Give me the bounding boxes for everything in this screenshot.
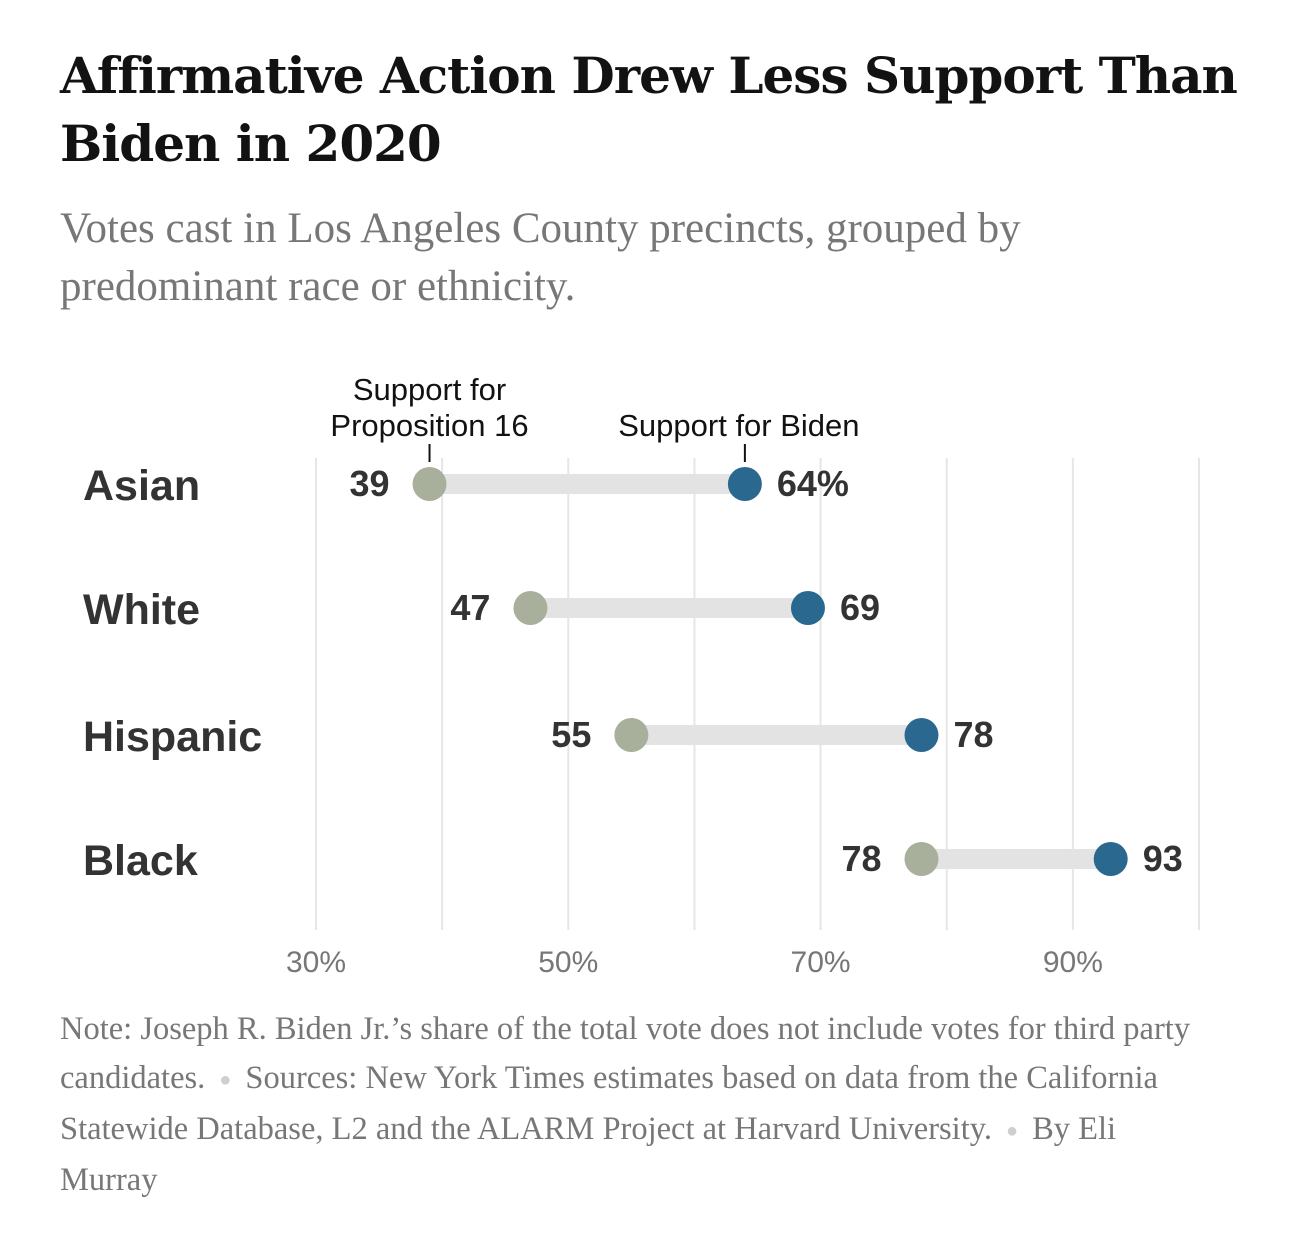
x-tick-label: 90%: [1043, 946, 1103, 979]
prop16-value-label: 78: [841, 838, 881, 879]
prop16-dot: [904, 842, 939, 876]
chart-title: Affirmative Action Drew Less Support Tha…: [60, 46, 1238, 173]
byline-text: By Eli Murray: [60, 1111, 1117, 1199]
biden-value-label: 78: [953, 714, 993, 755]
prop16-value-label: 47: [450, 587, 490, 628]
category-label: Hispanic: [83, 713, 262, 761]
chart-notes: Note: Joseph R. Biden Jr.’s share of the…: [60, 1005, 1220, 1205]
x-tick-label: 30%: [286, 946, 346, 979]
biden-value-label: 64%: [777, 463, 849, 504]
prop16-dot: [412, 467, 447, 501]
row-black: Black 78 93: [83, 837, 1183, 885]
x-tick-label: 50%: [538, 946, 598, 979]
biden-value-label: 93: [1143, 838, 1183, 879]
annotation-prop16-line1: Support for: [353, 372, 506, 407]
chart-rows: Asian 39 64% White 47 69 Hispanic 55 78 Black 78 93: [83, 462, 1183, 885]
category-label: Black: [83, 837, 198, 885]
separator-dot-icon: ●: [219, 1069, 232, 1092]
separator-dot-icon: ●: [1006, 1120, 1019, 1143]
biden-dot: [790, 591, 825, 625]
x-tick-label: 70%: [791, 946, 851, 979]
category-label: White: [83, 586, 200, 634]
dot-range-chart: 30% 50% 70% 90% Support for Proposition 16 …: [83, 372, 1200, 979]
series-annotations: Support for Proposition 16 Support for B…: [330, 372, 860, 462]
biden-value-label: 69: [840, 587, 880, 628]
note-text: Note: Joseph R. Biden Jr.’s share of the…: [60, 1011, 1191, 1096]
biden-dot: [727, 467, 762, 501]
biden-dot: [904, 718, 939, 752]
prop16-dot: [513, 591, 548, 625]
annotation-biden: Support for Biden: [618, 408, 859, 443]
biden-dot: [1093, 842, 1128, 876]
annotation-prop16-line2: Proposition 16: [330, 408, 528, 443]
chart-subtitle: Votes cast in Los Angeles County precinc…: [60, 205, 1021, 310]
row-asian: Asian 39 64%: [83, 462, 849, 510]
prop16-value-label: 39: [349, 463, 389, 504]
prop16-value-label: 55: [551, 714, 591, 755]
gridlines: [315, 458, 1200, 930]
sources-text: Sources: New York Times estimates based …: [60, 1060, 1158, 1148]
row-white: White 47 69: [83, 586, 880, 634]
x-axis-tick-labels: 30% 50% 70% 90%: [286, 946, 1103, 979]
category-label: Asian: [83, 462, 200, 510]
row-hispanic: Hispanic 55 78: [83, 713, 994, 761]
prop16-dot: [614, 718, 649, 752]
